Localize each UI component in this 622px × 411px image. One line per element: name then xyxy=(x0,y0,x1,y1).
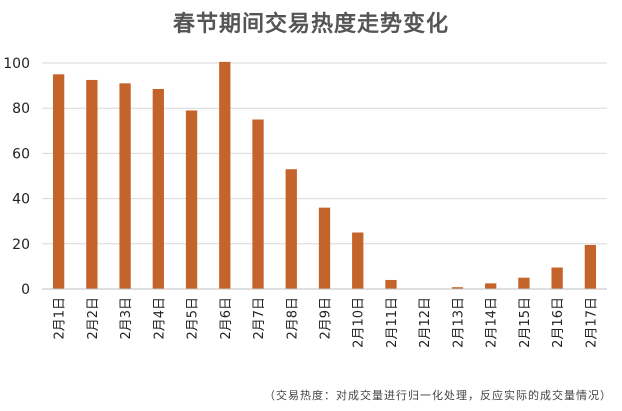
bar xyxy=(584,244,597,289)
x-tick-label: 2月9日 xyxy=(319,297,334,340)
y-tick-label: 100 xyxy=(3,56,30,72)
x-tick-label: 2月3日 xyxy=(119,297,134,340)
x-tick-label: 2月11日 xyxy=(385,297,400,348)
bar xyxy=(551,267,563,289)
x-tick-label: 2月16日 xyxy=(551,297,566,348)
chart-title: 春节期间交易热度走势变化 xyxy=(172,12,449,37)
bar xyxy=(185,110,198,290)
bar xyxy=(252,119,264,289)
x-tick-label: 2月15日 xyxy=(518,297,533,348)
bar xyxy=(518,277,530,289)
x-tick-label: 2月5日 xyxy=(186,297,201,340)
y-tick-label: 80 xyxy=(12,101,30,117)
bar xyxy=(52,74,65,289)
bar xyxy=(285,169,297,289)
bar xyxy=(86,79,98,289)
x-tick-label: 2月12日 xyxy=(418,297,433,348)
x-tick-label: 2月14日 xyxy=(485,297,500,348)
y-tick-label: 40 xyxy=(12,192,30,208)
x-tick-label: 2月8日 xyxy=(285,297,300,340)
x-tick-label: 2月1日 xyxy=(53,297,68,340)
y-tick-label: 60 xyxy=(12,146,30,162)
x-tick-label: 2月13日 xyxy=(451,297,466,348)
bar xyxy=(451,287,464,289)
bar xyxy=(152,88,164,290)
footnote: （交易热度：对成交量进行归一化处理，反应实际的成交量情况） xyxy=(264,389,612,402)
bar xyxy=(352,232,364,289)
x-tick-label: 2月2日 xyxy=(86,297,101,340)
bar xyxy=(485,283,497,289)
y-tick-label: 20 xyxy=(12,237,30,253)
bar xyxy=(119,83,131,289)
bar xyxy=(385,279,397,289)
x-tick-label: 2月17日 xyxy=(584,297,599,348)
x-tick-label: 2月6日 xyxy=(219,297,234,340)
bar xyxy=(318,207,331,289)
x-tick-label: 2月4日 xyxy=(152,297,167,340)
x-tick-label: 2月10日 xyxy=(352,297,367,348)
y-tick-label: 0 xyxy=(21,282,30,298)
bar xyxy=(219,61,231,290)
x-tick-label: 2月7日 xyxy=(252,297,267,340)
